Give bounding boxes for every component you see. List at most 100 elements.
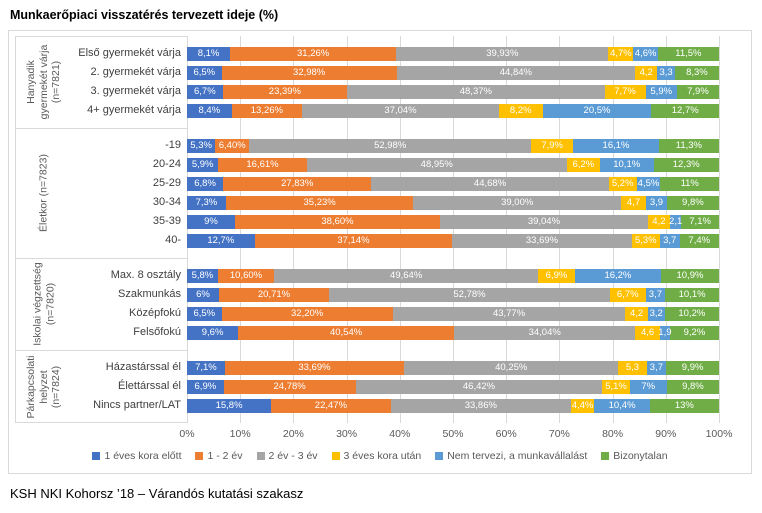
x-tick-label: 40%	[389, 428, 411, 440]
label-area: Párkapcsolati helyzet (n=7824) Házastárss…	[15, 355, 187, 418]
bar-row: 5,9% 16,61% 48,95% 6,2% 10,1% 12,3%	[187, 155, 719, 174]
data-label: 10,1%	[678, 289, 706, 300]
bar-row: 8,4% 13,26% 37,04% 8,2% 20,5% 12,7%	[187, 101, 719, 120]
data-label: 10,2%	[678, 308, 706, 319]
data-label: 7,4%	[688, 235, 711, 246]
bar-segment: 46,42%	[355, 379, 603, 394]
bar-segment: 11%	[660, 176, 719, 191]
legend-label: 3 éves kora után	[343, 450, 422, 462]
bar-row: 7,1% 33,69% 40,25% 5,3 3,7 9,9%	[187, 358, 719, 377]
stacked-bar: 9% 38,60% 39,04% 4,2 2,1 7,1%	[187, 214, 719, 229]
bar-segment: 32,98%	[221, 65, 397, 80]
legend-swatch-icon	[601, 452, 610, 460]
stacked-bar: 6,5% 32,20% 43,77% 4,2 3,2 10,2%	[187, 306, 719, 321]
row-label: 35-39	[152, 215, 181, 227]
bar-segment: 7,3%	[187, 195, 226, 210]
bar-segment: 4,7%	[608, 46, 634, 61]
data-label: 37,04%	[384, 105, 417, 116]
data-label: 12,7%	[207, 235, 235, 246]
data-label: 31,26%	[297, 48, 330, 59]
row-label: Első gyermekét várja	[78, 47, 181, 59]
data-label: 6,7%	[616, 289, 639, 300]
bar-segment: 10,2%	[664, 306, 719, 321]
row-label: 40-	[165, 234, 181, 246]
bar-segment: 4,7	[621, 195, 647, 210]
x-axis: 0% 10% 20% 30% 40% 50% 60% 70% 80% 90% 100%	[15, 428, 732, 442]
row-label: 25-29	[152, 177, 181, 189]
bar-row: 15,8% 22,47% 33,86% 4,4% 10,4% 13%	[187, 396, 719, 415]
legend-swatch-icon	[435, 452, 444, 460]
bar-segment: 40,54%	[238, 325, 455, 340]
chart-area: Hanyadik gyermekét várja (n=7821) Első gy…	[8, 30, 752, 474]
data-label: 11,3%	[675, 140, 702, 151]
stacked-bar: 7,3% 35,23% 39,00% 4,7 3,9 9,8%	[187, 195, 719, 210]
stacked-bar: 12,7% 37,14% 33,69% 5,3% 3,7 7,4%	[187, 233, 719, 248]
bar-segment: 7,1%	[681, 214, 719, 229]
stacked-bar: 6,9% 24,78% 46,42% 5,1% 7% 9,8%	[187, 379, 719, 394]
bar-segment: 38,60%	[234, 214, 441, 229]
bar-segment: 27,83%	[223, 176, 372, 191]
data-label: 13%	[674, 400, 694, 411]
bar-stack: 5,8% 10,60% 49,64% 6,9% 16,2% 10,9% 6% 20,71% 52…	[187, 266, 719, 342]
data-label: 40,54%	[329, 327, 363, 338]
data-label: 10,60%	[229, 270, 263, 281]
data-label: 3,3	[659, 67, 673, 78]
data-label: 49,64%	[390, 270, 423, 281]
bar-segment: 16,2%	[574, 268, 661, 283]
bar-segment: 3,9	[646, 195, 667, 210]
data-label: 33,69%	[298, 362, 331, 373]
bar-segment: 11,5%	[657, 46, 719, 61]
category-group: Hanyadik gyermekét várja (n=7821) Első gy…	[15, 36, 719, 128]
bar-segment: 7,9%	[531, 138, 574, 153]
data-label: 4,6	[640, 327, 655, 338]
x-tick-label: 80%	[602, 428, 624, 440]
data-label: 7,9%	[541, 140, 563, 151]
bar-segment: 52,98%	[249, 138, 532, 153]
bar-segment: 52,78%	[329, 287, 610, 302]
bar-segment: 5,9%	[187, 157, 219, 172]
source-caption: KSH NKI Kohorsz ’18 – Várandós kutatási …	[10, 486, 304, 501]
legend-item: 1 éves kora előtt	[92, 450, 181, 462]
stacked-bar: 6,8% 27,83% 44,68% 5,2% 4,5% 11%	[187, 176, 719, 191]
bar-segment: 7,1%	[187, 360, 225, 375]
bar-segment: 16,1%	[573, 138, 659, 153]
legend-swatch-icon	[92, 452, 101, 460]
x-tick-label: 10%	[229, 428, 251, 440]
label-area: Életkor (n=7823) -19 20-24 25-29 30-34 35-39 4…	[15, 136, 187, 250]
stacked-bar: 9,6% 40,54% 34,04% 4,6 1,9 9,2%	[187, 325, 719, 340]
data-label: 4,2	[652, 216, 666, 227]
label-area-bottom-border	[15, 422, 187, 423]
bar-segment: 33,69%	[224, 360, 405, 375]
data-label: 23,39%	[268, 86, 302, 97]
data-label: 40,25%	[495, 362, 528, 373]
bar-segment: 3,2	[647, 306, 665, 321]
data-label: 8,2%	[509, 105, 532, 116]
data-label: 34,04%	[528, 327, 561, 338]
gridline	[187, 36, 188, 423]
bar-segment: 20,5%	[542, 103, 652, 118]
data-label: 7,1%	[689, 216, 711, 227]
data-label: 5,8%	[191, 270, 214, 281]
bar-segment: 13,26%	[231, 103, 303, 118]
category-group: Párkapcsolati helyzet (n=7824) Házastárss…	[15, 350, 719, 423]
bar-segment: 5,3%	[187, 138, 216, 153]
group-label-cell: Életkor (n=7823)	[15, 136, 73, 250]
data-label: 3,2	[649, 308, 663, 319]
bar-segment: 39,00%	[413, 195, 622, 210]
bar-segment: 1,9	[658, 325, 672, 340]
row-label: Középfokú	[129, 307, 181, 319]
bar-segment: 37,04%	[302, 103, 499, 118]
data-label: 13,26%	[250, 105, 283, 116]
data-label: 9,6%	[201, 327, 224, 338]
gridline	[506, 36, 508, 423]
data-label: 48,37%	[459, 86, 492, 97]
bar-segment: 48,37%	[347, 84, 605, 99]
legend-label: 2 év - 3 év	[268, 450, 318, 462]
gridline	[719, 36, 720, 423]
row-label: 20-24	[152, 158, 181, 170]
stacked-bar: 8,1% 31,26% 39,93% 4,7% 4,6% 11,5%	[187, 46, 719, 61]
data-label: 6,8%	[194, 178, 216, 189]
data-label: 5,2%	[611, 178, 634, 189]
bar-segment: 15,8%	[187, 398, 272, 413]
